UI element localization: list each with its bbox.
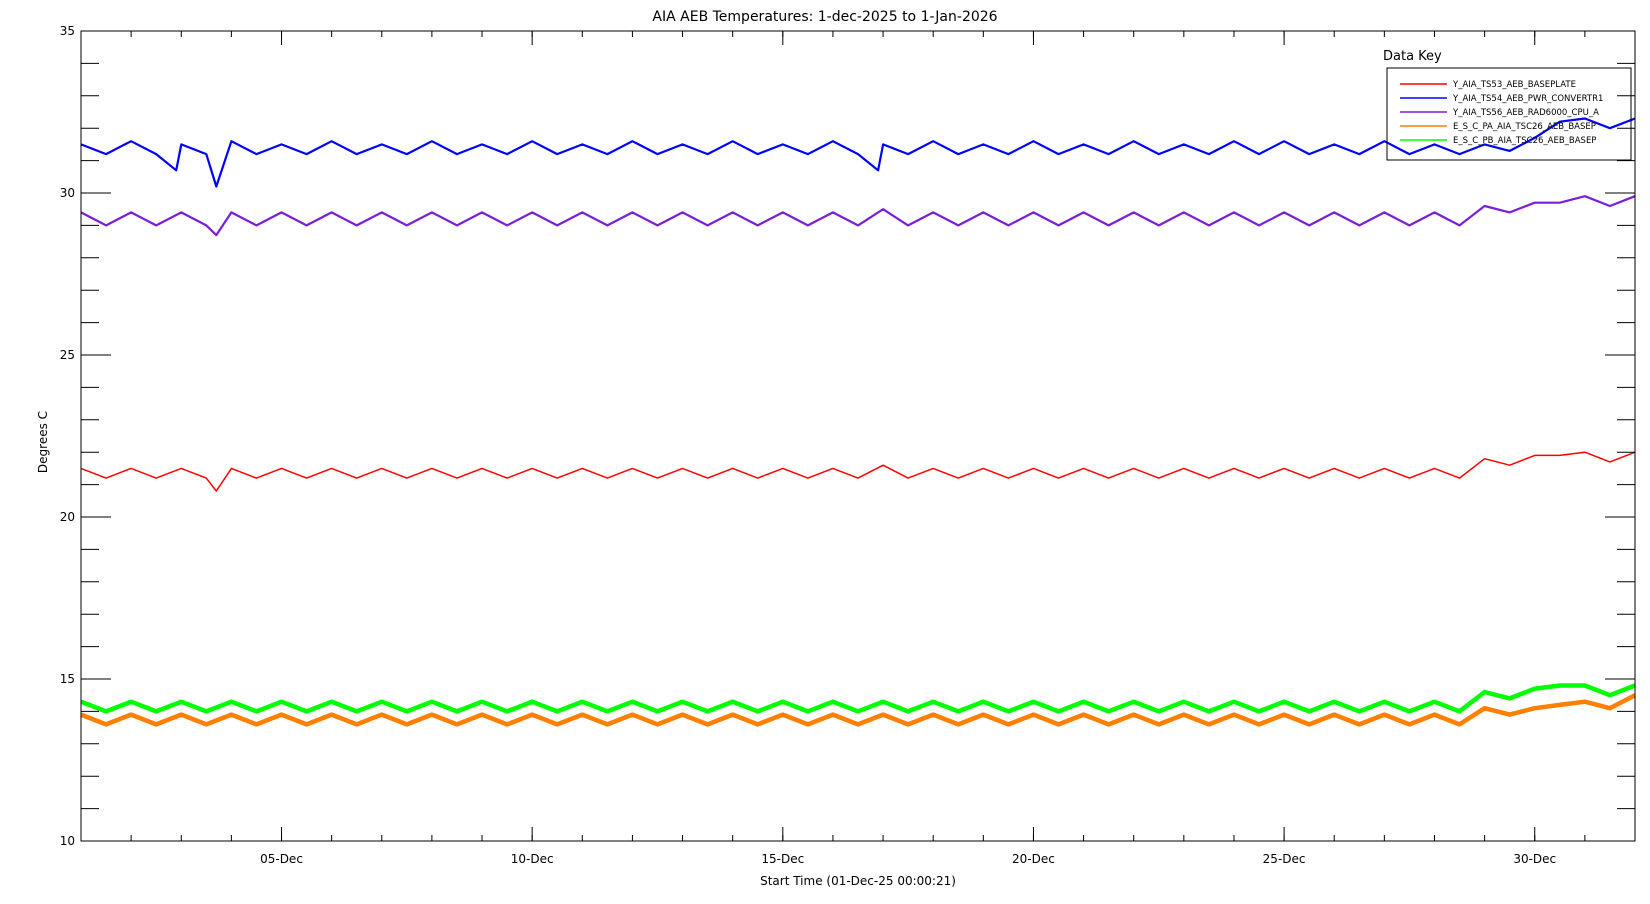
y-tick-label: 15 xyxy=(60,672,75,686)
x-tick-label: 20-Dec xyxy=(1012,852,1055,866)
chart-title: AIA AEB Temperatures: 1-dec-2025 to 1-Ja… xyxy=(652,9,997,25)
legend-entry-label: Y_AIA_TS56_AEB_RAD6000_CPU_A xyxy=(1452,108,1599,118)
legend-entry-label: E_S_C_PB_AIA_TSC26_AEB_BASEP xyxy=(1453,136,1596,146)
y-tick-label: 10 xyxy=(60,834,75,848)
plot-frame xyxy=(80,30,1636,842)
legend-items: Y_AIA_TS53_AEB_BASEPLATE Y_AIA_TS54_AEB_P… xyxy=(1400,80,1603,146)
y-tick-label: 30 xyxy=(60,186,75,200)
y-tick-label: 25 xyxy=(60,348,75,362)
legend-entry-label: Y_AIA_TS54_AEB_PWR_CONVERTR1 xyxy=(1452,94,1603,104)
y-axis-label: Degrees C xyxy=(36,411,50,473)
x-tick-label: 25-Dec xyxy=(1263,852,1306,866)
legend-title: Data Key xyxy=(1383,49,1442,64)
legend: Data Key Y_AIA_TS53_AEB_BASEPLATEY_AIA_T… xyxy=(1383,49,1632,161)
series-line xyxy=(80,683,1636,714)
x-tick-label: 15-Dec xyxy=(761,852,804,866)
series-line xyxy=(80,693,1637,727)
y-tick-label: 20 xyxy=(60,510,75,524)
legend-entry-label: E_S_C_PA_AIA_TSC26_AEB_BASEP xyxy=(1453,122,1596,132)
x-tick-label: 10-Dec xyxy=(511,852,554,866)
legend-entry-label: Y_AIA_TS53_AEB_BASEPLATE xyxy=(1452,80,1576,90)
y-tick-label: 35 xyxy=(60,24,75,38)
series-line xyxy=(80,117,1636,188)
axes: 05-Dec 10-Dec 15-Dec 20-Dec 25-Dec 30-Dec 10 15… xyxy=(60,24,1636,866)
series-line xyxy=(80,451,1636,492)
x-tick-label: 30-Dec xyxy=(1513,852,1556,866)
series-line xyxy=(80,195,1636,237)
legend-box xyxy=(1386,67,1632,161)
x-tick-label: 05-Dec xyxy=(260,852,303,866)
x-axis-label: Start Time (01-Dec-25 00:00:21) xyxy=(760,874,956,888)
plot-area xyxy=(80,117,1637,727)
